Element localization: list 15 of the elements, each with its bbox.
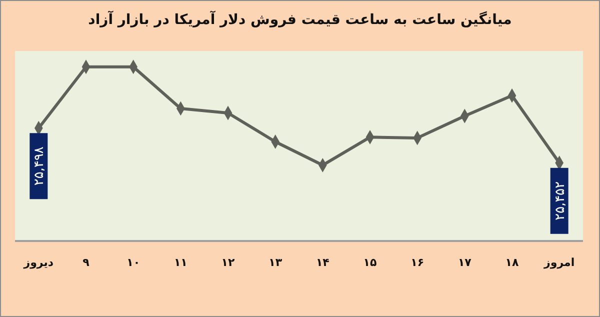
x-tick-label: امروز: [543, 256, 575, 269]
data-label: ۲۵,۴۹۸: [32, 146, 48, 186]
x-tick-label: ۱۷: [458, 256, 472, 269]
x-tick-label: ۱۱: [174, 256, 188, 269]
x-tick-label: ۱۲: [221, 256, 235, 269]
x-tick-label: ۹: [82, 256, 90, 269]
x-tick-label: دیروز: [22, 256, 54, 269]
x-tick-label: ۱۰: [126, 256, 140, 269]
x-tick-label: ۱۸: [505, 256, 519, 269]
data-label: ۲۵,۴۵۲: [552, 181, 568, 220]
x-tick-label: ۱۳: [268, 256, 282, 269]
x-tick-label: ۱۴: [316, 256, 330, 269]
x-tick-label: ۱۶: [410, 256, 424, 269]
chart-title: میانگین ساعت به ساعت قیمت فروش دلار آمریکا در بازار آزاد: [88, 10, 512, 28]
x-tick-label: ۱۵: [363, 256, 377, 269]
